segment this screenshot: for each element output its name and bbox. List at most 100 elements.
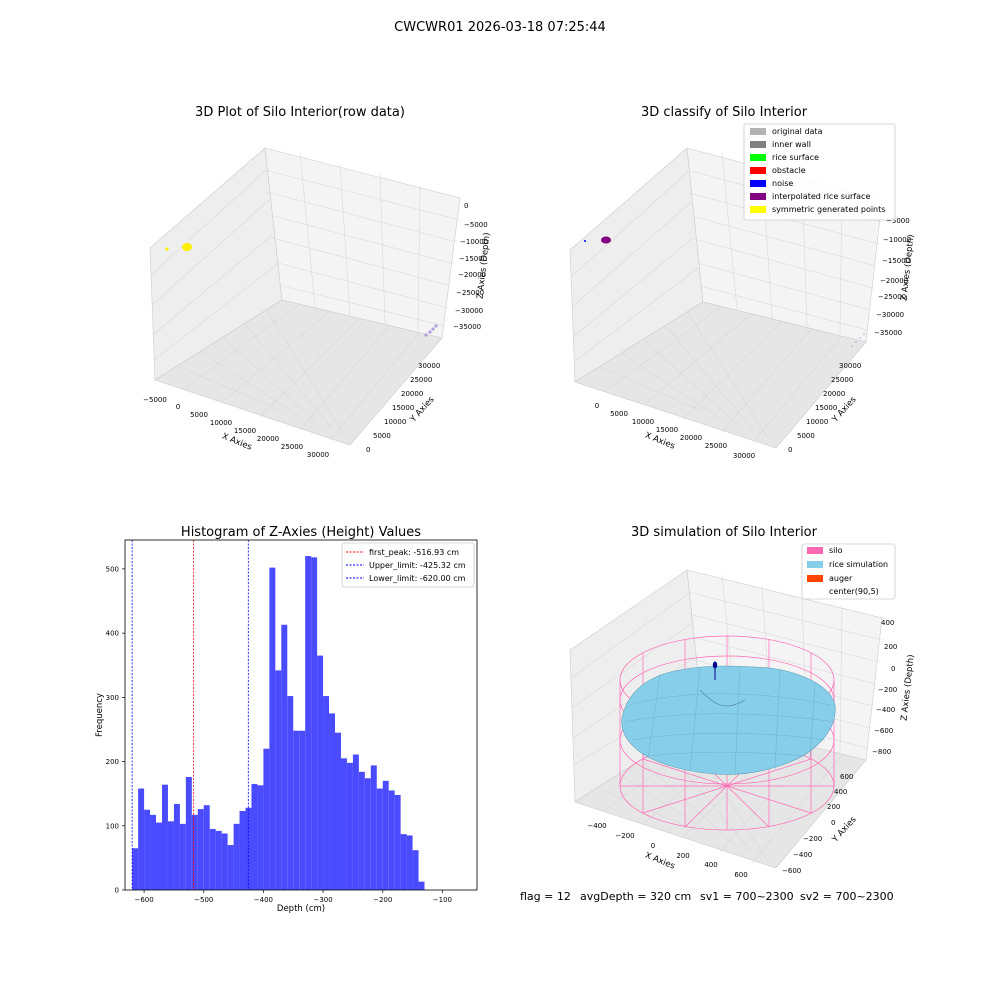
sim3d-legend-label: auger (829, 574, 853, 583)
sim3d-ytick: −200 (803, 835, 822, 843)
raw3d-points (165, 243, 438, 337)
histogram-legend-label: first_peak: -516.93 cm (369, 548, 459, 557)
classify3d-legend-label: original data (772, 127, 823, 136)
histogram-bar (156, 822, 162, 890)
raw3d-ytick: 5000 (373, 432, 391, 440)
classify3d-axes-box (569, 147, 883, 449)
classify3d-point (863, 333, 865, 335)
histogram-bar (191, 814, 198, 890)
classify3d-xtick: 5000 (610, 410, 628, 418)
histogram-bar (167, 821, 174, 890)
classify3d-legend: original data inner wall rice surface ob… (743, 123, 896, 221)
raw3d-xtick: 10000 (210, 419, 232, 427)
histogram-bar (352, 754, 359, 890)
raw3d-point (165, 247, 169, 251)
sim3d-legend-frame (801, 543, 896, 600)
raw3d-x-ticks: −5000 0 5000 10000 15000 20000 25000 300… (143, 396, 329, 459)
histogram-bar (197, 809, 204, 890)
histogram-xtick-label: −600 (134, 896, 153, 904)
raw3d-xtick: 30000 (307, 451, 329, 459)
classify3d-legend-swatch (750, 167, 766, 174)
raw3d-y-ticks: 0 5000 10000 15000 20000 25000 30000 (366, 362, 440, 454)
sim3d-ztick: 200 (884, 643, 897, 651)
raw3d-xtick: 25000 (281, 443, 303, 451)
panel-classify3d: 3D classify of Silo Interior (569, 105, 916, 460)
sim3d-xtick: 0 (651, 842, 655, 850)
histogram-bar (364, 778, 371, 890)
histogram-vlines (131, 540, 249, 890)
histogram-ytick-label: 400 (106, 630, 119, 638)
sim3d-ytick: −600 (782, 867, 801, 875)
sim3d-x-ticks: −400 −200 0 200 400 600 (587, 822, 747, 879)
classify3d-legend-swatch (750, 128, 766, 135)
histogram-bar (376, 788, 383, 890)
footer-avg-depth: avgDepth = 320 cm (580, 890, 691, 903)
histogram-bar (203, 805, 210, 890)
footer-sv2: sv2 = 700~2300 (800, 890, 894, 903)
histogram-ytick-label: 500 (106, 565, 119, 573)
raw3d-ztick: −20000 (458, 271, 486, 279)
histogram-bar (299, 730, 306, 890)
classify3d-xtick: 20000 (680, 434, 702, 442)
histogram-ytick-label: 100 (106, 822, 119, 830)
classify3d-point (584, 240, 586, 242)
sim3d-ytick: −400 (793, 851, 812, 859)
classify3d-ytick: 20000 (823, 390, 845, 398)
sim3d-legend-swatch (807, 547, 823, 554)
classify3d-z-ticks: −5000 −10000 −15000 −20000 −25000 −30000… (874, 217, 911, 337)
histogram-bar (394, 794, 401, 890)
sim3d-ztick: −600 (874, 727, 893, 735)
raw3d-point-cluster (182, 243, 192, 251)
histogram-legend: first_peak: -516.93 cm Upper_limit: -425… (341, 542, 475, 588)
sim3d-zlabel: Z Axies (Depth) (900, 654, 917, 721)
classify3d-points (584, 236, 865, 347)
histogram-bar (138, 788, 145, 890)
histogram-bar (346, 762, 353, 890)
histogram-bar (185, 776, 192, 890)
classify3d-xtick: 30000 (733, 452, 755, 460)
histogram-xtick-label: −400 (254, 896, 273, 904)
histogram-legend-label: Lower_limit: -620.00 cm (369, 574, 466, 583)
histogram-ytick-label: 300 (106, 694, 119, 702)
classify3d-x-ticks: 0 5000 10000 15000 20000 25000 30000 (595, 402, 755, 460)
sim3d-legend-swatch (807, 575, 823, 582)
histogram-frame (124, 539, 478, 891)
raw3d-ytick: 0 (366, 446, 370, 454)
raw3d-ytick: 20000 (401, 390, 423, 398)
histogram-bar (173, 803, 180, 890)
raw3d-ytick: 10000 (384, 418, 406, 426)
histogram-bar (239, 811, 246, 890)
histogram-bar (269, 567, 276, 890)
panel-sim3d: 3D simulation of Silo Interior (569, 525, 917, 879)
raw3d-ztick: −35000 (453, 323, 481, 331)
sim3d-title: 3D simulation of Silo Interior (631, 525, 818, 540)
sim3d-legend-label: rice simulation (829, 560, 888, 569)
classify3d-legend-label: rice surface (772, 153, 819, 162)
raw3d-ztick: 0 (464, 202, 468, 210)
classify3d-legend-label: interpolated rice surface (772, 192, 870, 201)
histogram-bar (370, 765, 377, 890)
classify3d-ytick: 25000 (831, 376, 853, 384)
classify3d-xtick: 10000 (632, 418, 654, 426)
histogram-bar (305, 556, 312, 890)
sim3d-xtick: −400 (587, 822, 606, 830)
histogram-bar (275, 670, 282, 890)
classify3d-legend-swatch (750, 180, 766, 187)
classify3d-legend-swatch (750, 154, 766, 161)
sim3d-ztick: 0 (891, 665, 895, 673)
classify3d-legend-swatch (750, 141, 766, 148)
raw3d-axes-box (149, 147, 461, 446)
classify3d-ytick: 30000 (839, 362, 861, 370)
panel-histogram: Histogram of Z-Axies (Height) Values −60… (95, 525, 478, 914)
histogram-bar (317, 655, 324, 890)
histogram-x-ticks: −600 −500 −400 −300 −200 −100 (134, 890, 452, 904)
histogram-bar (150, 814, 157, 890)
histogram-bar (329, 713, 336, 890)
raw3d-ytick: 15000 (392, 404, 414, 412)
histogram-bar (323, 696, 330, 890)
histogram-bar (221, 833, 228, 890)
histogram-bar (293, 730, 300, 890)
histogram-xtick-label: −200 (373, 896, 392, 904)
sim3d-rice-surface (621, 665, 836, 775)
histogram-xlabel: Depth (cm) (277, 904, 325, 914)
